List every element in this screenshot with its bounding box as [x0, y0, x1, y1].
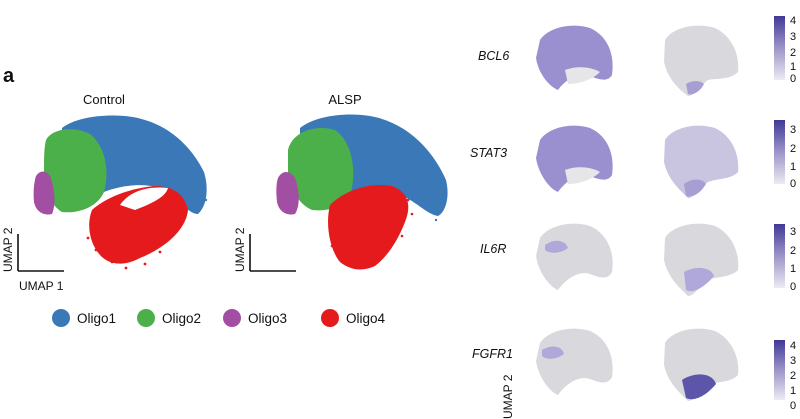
colorbar-tick: 3	[790, 355, 796, 367]
colorbar-tick: 1	[790, 263, 796, 275]
feature-plot-stat3-alsp	[664, 125, 739, 198]
cluster-oligo3	[276, 172, 299, 215]
colorbar-tick: 0	[790, 400, 796, 412]
cluster-oligo4	[89, 186, 188, 264]
feature-plot-bcl6-alsp	[664, 25, 739, 96]
feature-plot-bcl6-control	[536, 25, 613, 90]
feature-plot-il6r-alsp	[664, 223, 739, 296]
umap-control	[33, 115, 208, 270]
legend-label-oligo1: Oligo1	[77, 311, 116, 326]
cluster-oligo2	[288, 128, 354, 211]
feature-plot-fgfr1-control	[536, 328, 613, 395]
legend-label-oligo4: Oligo4	[346, 311, 386, 326]
legend-label-oligo3: Oligo3	[248, 311, 287, 326]
legend: Oligo1 Oligo2 Oligo3 Oligo4	[52, 309, 386, 327]
colorbar-bcl6	[774, 16, 785, 80]
y-axis-label-partial: UMAP 2	[501, 374, 515, 419]
feature-plot-stat3-control	[536, 125, 613, 192]
panel-label: a	[3, 65, 15, 87]
colorbar-tick: 3	[790, 226, 796, 238]
legend-label-oligo2: Oligo2	[162, 311, 201, 326]
umap-alsp	[276, 114, 448, 270]
colorbar-fgfr1	[774, 340, 785, 400]
y-axis-label-control: UMAP 2	[1, 227, 15, 272]
feature-plot-il6r-control	[536, 223, 613, 290]
colorbar-tick: 2	[790, 143, 796, 155]
colorbar-stat3	[774, 120, 785, 184]
colorbar-tick: 3	[790, 31, 796, 43]
legend-marker-oligo3	[223, 309, 241, 327]
x-axis-label-control: UMAP 1	[19, 279, 64, 293]
colorbar-il6r	[774, 224, 785, 288]
y-axis-label-alsp: UMAP 2	[233, 227, 247, 272]
colorbar-tick: 2	[790, 370, 796, 382]
umap-title-control: Control	[83, 92, 125, 107]
gene-label-stat3: STAT3	[470, 146, 507, 160]
gene-label-fgfr1: FGFR1	[472, 347, 513, 361]
colorbar-tick: 2	[790, 47, 796, 59]
legend-marker-oligo4	[321, 309, 339, 327]
colorbar-tick: 2	[790, 245, 796, 257]
cluster-gap	[120, 187, 168, 210]
axes-control	[17, 234, 64, 272]
colorbar-tick: 1	[790, 161, 796, 173]
gene-label-il6r: IL6R	[480, 242, 506, 256]
colorbar-tick: 0	[790, 73, 796, 85]
cluster-oligo2	[44, 129, 107, 213]
legend-marker-oligo1	[52, 309, 70, 327]
cluster-oligo4	[328, 184, 409, 270]
colorbar-tick: 1	[790, 61, 796, 73]
colorbar-tick: 4	[790, 15, 796, 27]
legend-marker-oligo2	[137, 309, 155, 327]
cluster-oligo3	[33, 171, 55, 215]
feature-plot-fgfr1-alsp	[664, 328, 739, 401]
colorbar-tick: 4	[790, 340, 796, 352]
gene-label-bcl6: BCL6	[478, 49, 509, 63]
colorbar-tick: 0	[790, 178, 796, 190]
umap-title-alsp: ALSP	[328, 92, 361, 107]
colorbar-tick: 1	[790, 385, 796, 397]
colorbar-tick: 3	[790, 124, 796, 136]
axes-alsp	[249, 234, 296, 272]
colorbar-tick: 0	[790, 281, 796, 293]
